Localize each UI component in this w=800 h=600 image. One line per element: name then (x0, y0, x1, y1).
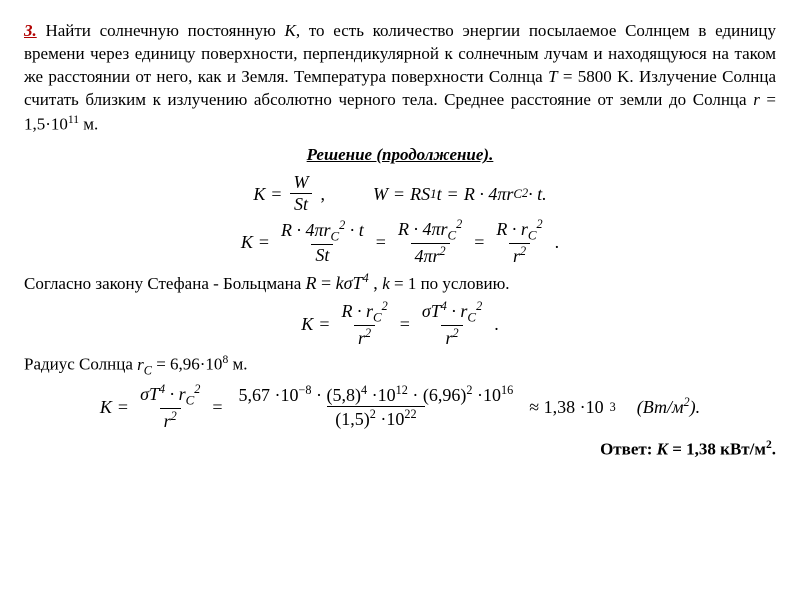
eq1-comma: , (321, 182, 326, 206)
equation-2: K = R · 4πrC2 · t St = R · 4πrC2 4πr2 = … (24, 218, 776, 266)
eq1-gap (331, 182, 367, 206)
problem-number: 3. (24, 21, 37, 40)
equation-3: K = R · rC2 r2 = σT4 · rC2 r2 . (24, 300, 776, 348)
eq1-num1: W (290, 173, 313, 193)
eq3-frac-1: R · rC2 r2 (337, 300, 391, 348)
answer-label: Ответ: (600, 439, 657, 458)
p-text-1: Найти солнечную постоянную (37, 21, 285, 40)
var-T: T (548, 67, 557, 86)
eq4-approx: ≈ 1,38 ·10 (529, 395, 603, 419)
var-K: K (285, 21, 296, 40)
answer-K: K (657, 439, 668, 458)
eq1-frac-1: W St (290, 173, 313, 214)
eq4-unit: (Вт/м2). (637, 394, 700, 419)
solution-heading: Решение (продолжение). (24, 144, 776, 167)
eq2-frac-1: R · 4πrC2 · t St (277, 219, 368, 265)
eq4-K: K (100, 395, 112, 419)
equation-4: K = σT4 · rC2 r2 = 5,67 ·10−8 · (5,8)4 ·… (24, 383, 776, 431)
radius-pre: Радиус Солнца (24, 355, 137, 374)
eq1-eq: = (394, 182, 404, 206)
eq1-K: K (253, 182, 265, 206)
problem-statement: 3. Найти солнечную постоянную K, то есть… (24, 20, 776, 136)
stefan-k: k (382, 274, 390, 293)
eq4-frac-1: σT4 · rC2 r2 (136, 383, 204, 431)
eq1-eq2: = (448, 182, 458, 206)
radius-post: = 6,96·10 (152, 355, 223, 374)
eq2-frac-2: R · 4πrC2 4πr2 (394, 218, 466, 266)
eq3-dot: . (494, 312, 499, 336)
radius-m: м. (228, 355, 247, 374)
eq4-frac-2: 5,67 ·10−8 · (5,8)4 ·1012 · (6,96)2 ·101… (231, 384, 522, 429)
eq1-rs1t: RS1t (410, 182, 442, 206)
answer-line: Ответ: K = 1,38 кВт/м2. (24, 437, 776, 462)
stefan-pre: Согласно закону Стефана - Больцмана (24, 274, 306, 293)
equation-1: K = W St , W = RS1t = R · 4πrC2 · t. (24, 173, 776, 214)
stefan-post: = 1 по условию. (394, 274, 510, 293)
answer-val: = 1,38 кВт/м (668, 439, 766, 458)
eq1-rhs: R · 4πrC2 · t. (464, 182, 547, 206)
stefan-line: Согласно закону Стефана - Больцмана R = … (24, 270, 776, 296)
eq3-K: K (301, 312, 313, 336)
exp-11: 11 (68, 113, 79, 126)
p-eq3: м. (79, 114, 98, 133)
eq2-dot: . (555, 230, 560, 254)
eq1-W2: W (373, 182, 388, 206)
radius-line: Радиус Солнца rC = 6,96·108 м. (24, 352, 776, 379)
eq2-frac-3: R · rC2 r2 (492, 218, 546, 266)
eq1-den1: St (290, 193, 312, 214)
eq2-K: K (241, 230, 253, 254)
var-r: r (753, 90, 760, 109)
eq3-frac-2: σT4 · rC2 r2 (418, 300, 486, 348)
